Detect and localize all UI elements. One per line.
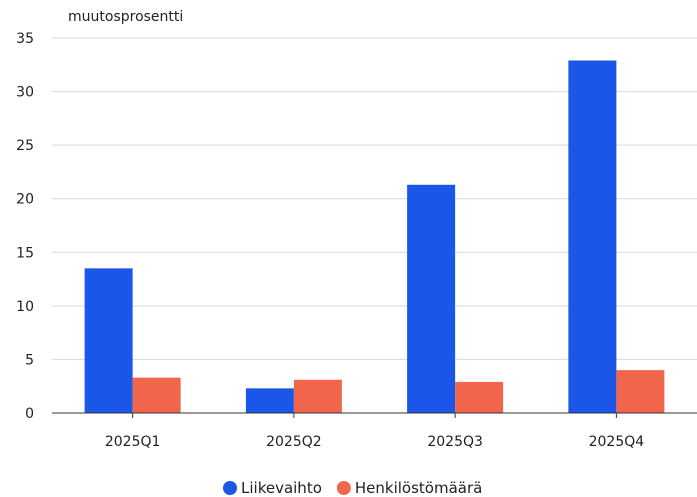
bar-henkilöstömäärä [455,381,504,413]
y-axis-title: muutosprosentti [68,9,183,25]
x-tick-label: 2025Q2 [266,434,322,450]
y-tick-label: 15 [16,245,34,261]
x-axis-ticks: 2025Q1 2025Q2 2025Q3 2025Q4 [105,413,644,450]
bar-liikevaihto [407,184,456,413]
legend: Liikevaihto Henkilöstömäärä [223,479,482,497]
gridlines [52,37,697,360]
bar-liikevaihto [84,268,133,413]
y-tick-label: 25 [16,138,34,154]
y-tick-label: 20 [16,192,34,208]
y-tick-label: 0 [25,406,34,422]
bars [84,60,665,413]
x-tick-label: 2025Q3 [427,434,483,450]
bar-henkilöstömäärä [616,370,665,413]
legend-swatch [336,481,351,495]
legend-label: Henkilöstömäärä [355,479,482,497]
legend-swatch [223,481,237,495]
bar-henkilöstömäärä [293,379,342,413]
y-axis-ticks: 0 5 10 15 20 25 30 35 [16,31,34,422]
bar-liikevaihto [568,60,617,413]
y-tick-label: 30 [16,85,34,101]
legend-label: Liikevaihto [241,479,322,497]
bar-liikevaihto [245,388,294,413]
x-tick-label: 2025Q4 [589,434,645,450]
y-tick-label: 10 [16,299,34,315]
y-tick-label: 5 [25,352,34,368]
y-tick-label: 35 [16,31,34,47]
bar-henkilöstömäärä [132,377,181,413]
x-tick-label: 2025Q1 [105,434,161,450]
